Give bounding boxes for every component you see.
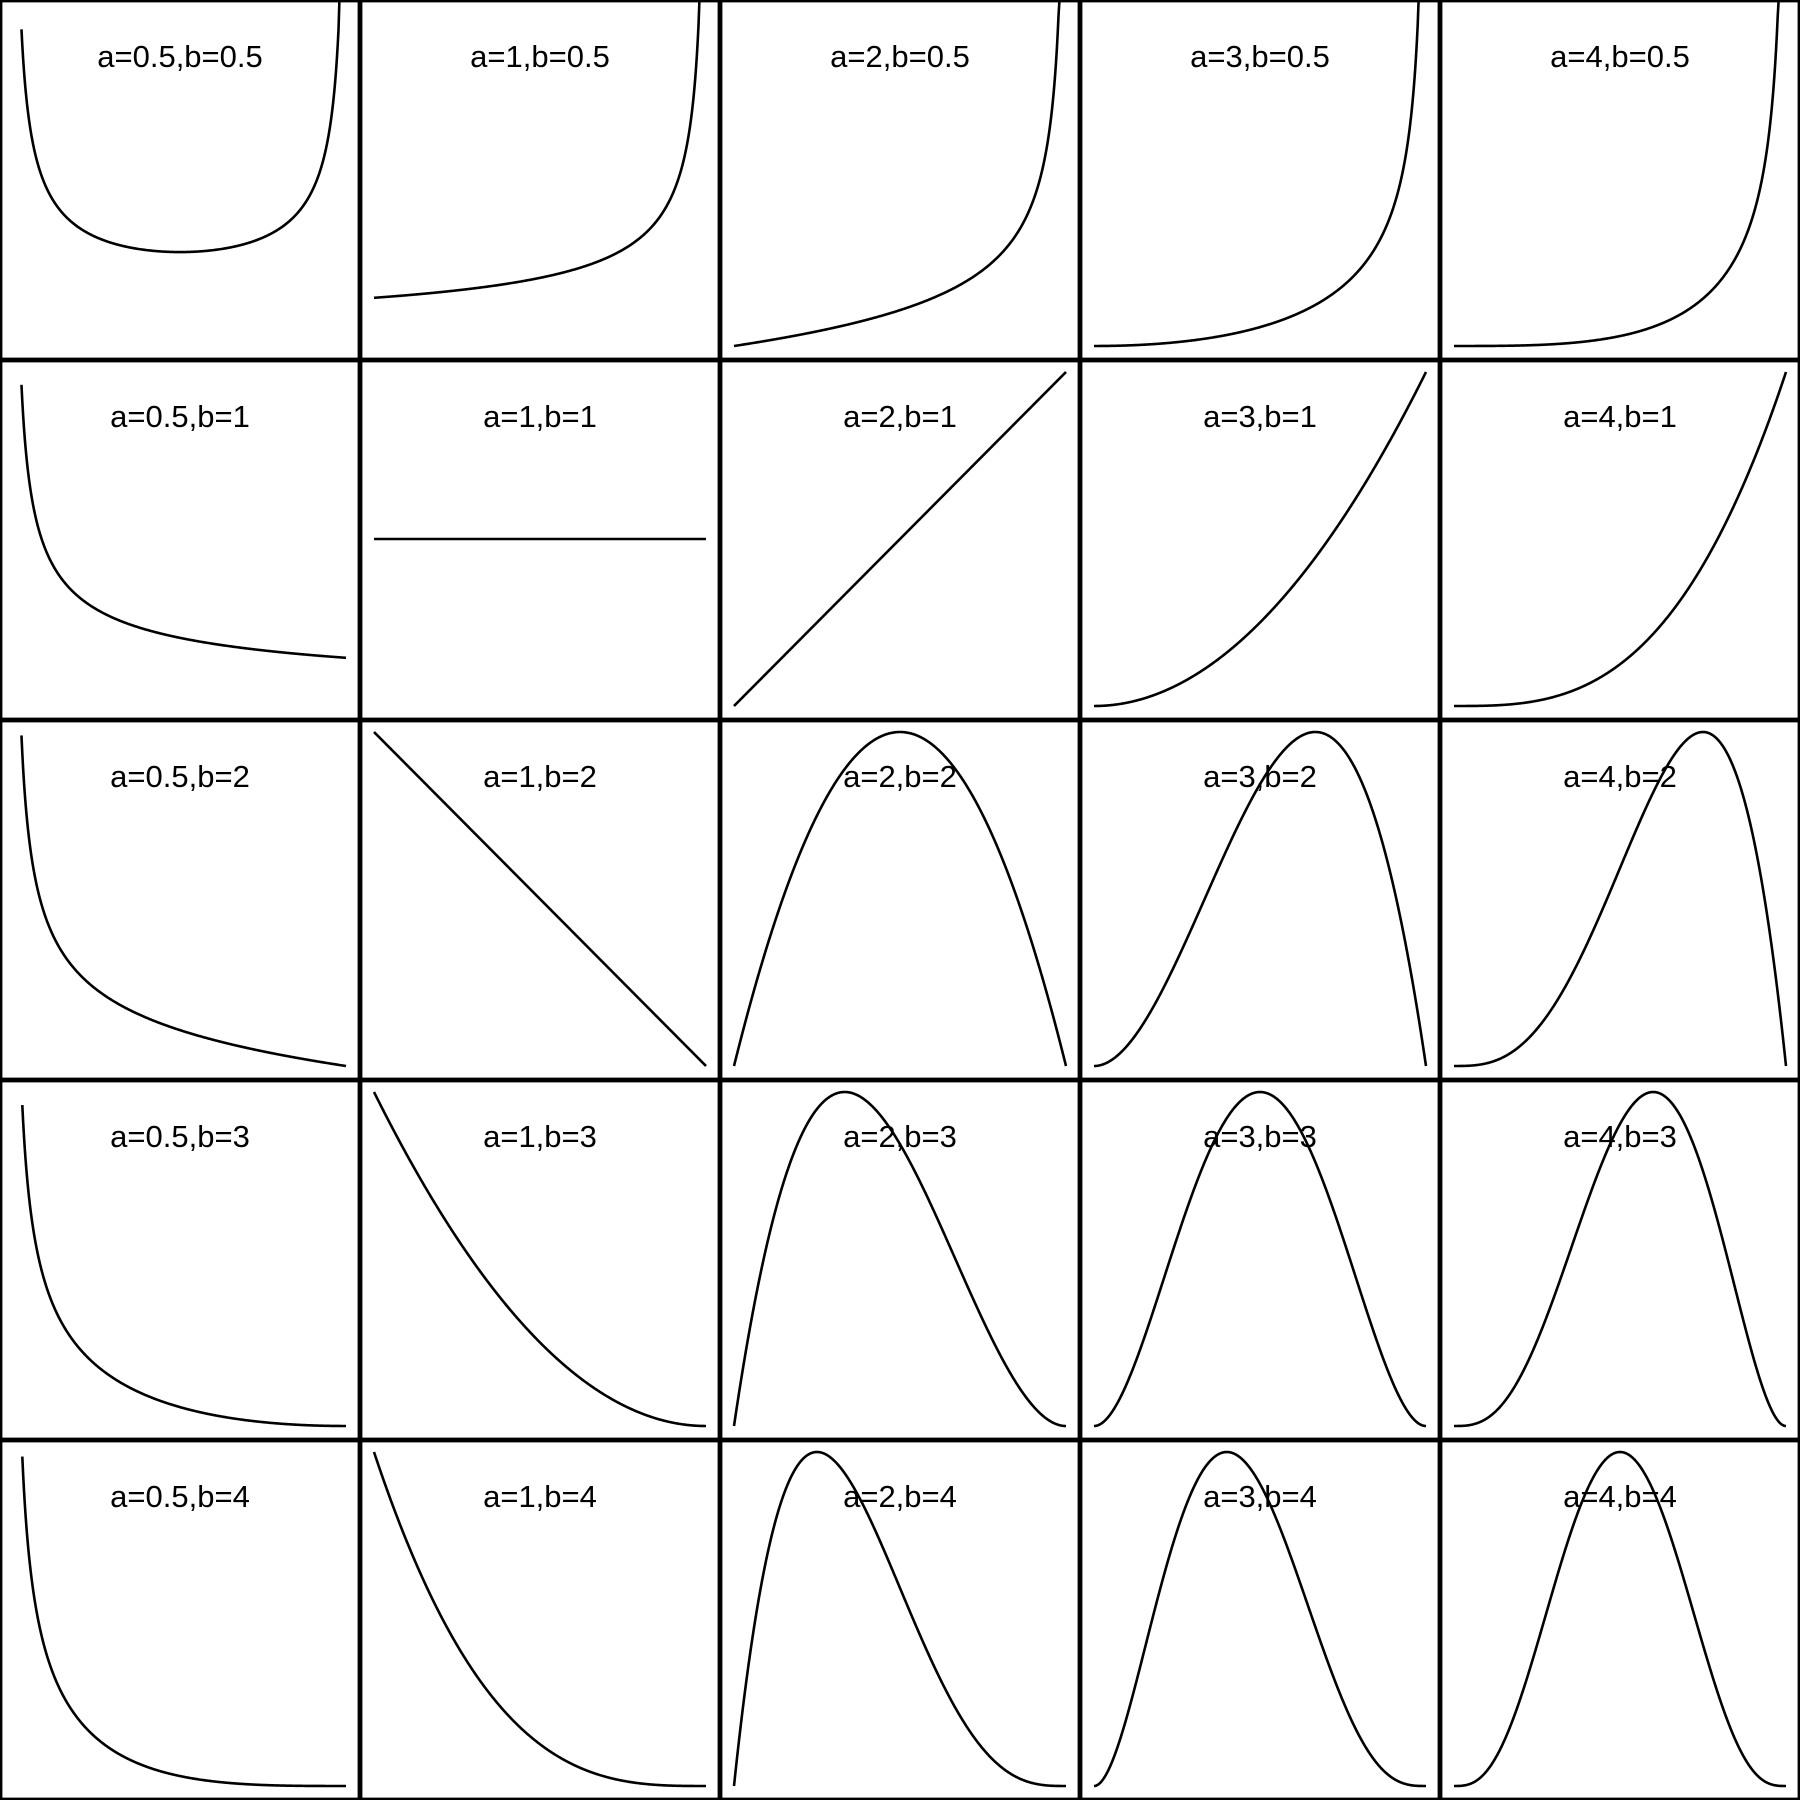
beta-density-curve: [732, 730, 1068, 1067]
panel-title: a=0.5,b=0.5: [97, 39, 263, 74]
beta-panel: a=3,b=4: [1079, 1439, 1440, 1800]
panel-title: a=4,b=1: [1563, 399, 1677, 434]
beta-panel: a=0.5,b=0.5: [0, 0, 361, 361]
beta-panel: a=2,b=0.5: [720, 0, 1081, 361]
beta-density-curve: [1093, 1, 1420, 348]
panel-border: [0, 1079, 361, 1440]
panel-border: [1439, 0, 1800, 361]
panel-title: a=3,b=0.5: [1190, 39, 1330, 74]
panel-border: [0, 360, 361, 721]
panel-title: a=2,b=2: [843, 759, 957, 794]
beta-panel: a=0.5,b=2: [0, 720, 361, 1081]
beta-panel: a=2,b=3: [720, 1079, 1081, 1440]
beta-density-curve: [20, 735, 347, 1068]
beta-density-curve: [1093, 730, 1428, 1068]
panel-title: a=1,b=0.5: [470, 39, 610, 74]
beta-density-curve: [20, 1, 341, 254]
beta-panel: a=3,b=3: [1079, 1079, 1440, 1440]
beta-panel: a=3,b=1: [1079, 360, 1440, 721]
beta-density-curve: [732, 1090, 1067, 1428]
beta-panel: a=4,b=1: [1439, 360, 1800, 721]
panel-title: a=1,b=4: [483, 1479, 597, 1514]
beta-panel: a=3,b=0.5: [1079, 0, 1440, 361]
panel-border: [360, 1079, 721, 1440]
panel-title: a=0.5,b=4: [110, 1479, 250, 1514]
panel-border: [360, 720, 721, 1081]
panel-border: [1439, 1439, 1800, 1800]
panel-title: a=1,b=3: [483, 1119, 597, 1154]
beta-density-curve: [1093, 1450, 1427, 1788]
panel-border: [1079, 360, 1440, 721]
panel-border: [1079, 1079, 1440, 1440]
panel-border: [720, 0, 1081, 361]
panel-title: a=0.5,b=2: [110, 759, 250, 794]
beta-density-curve: [373, 731, 707, 1067]
panel-border: [1079, 0, 1440, 361]
beta-density-curve: [21, 1456, 347, 1788]
panel-border: [1439, 1079, 1800, 1440]
panel-border: [360, 360, 721, 721]
panel-title: a=3,b=2: [1203, 759, 1317, 794]
beta-panel: a=0.5,b=4: [0, 1439, 361, 1800]
panel-title: a=2,b=1: [843, 399, 957, 434]
beta-panel: a=1,b=4: [360, 1439, 721, 1800]
beta-panel: a=1,b=0.5: [360, 0, 721, 361]
beta-panel: a=0.5,b=3: [0, 1079, 361, 1440]
panel-title: a=3,b=1: [1203, 399, 1317, 434]
panel-title: a=0.5,b=3: [110, 1119, 250, 1154]
panel-border: [1079, 1439, 1440, 1800]
panel-title: a=2,b=4: [843, 1479, 957, 1514]
panel-title: a=2,b=3: [843, 1119, 957, 1154]
beta-density-curve: [1453, 371, 1788, 708]
beta-panel: a=1,b=3: [360, 1079, 721, 1440]
beta-panel: a=2,b=4: [720, 1439, 1081, 1800]
panel-border: [1439, 720, 1800, 1081]
panel-title: a=3,b=3: [1203, 1119, 1317, 1154]
beta-density-curve: [372, 1451, 707, 1788]
panel-border: [360, 0, 721, 361]
beta-panel: a=1,b=2: [360, 720, 721, 1081]
beta-density-curve: [21, 1104, 347, 1428]
beta-density-curve: [1453, 1, 1780, 348]
beta-density-curve: [1453, 1090, 1787, 1428]
panel-title: a=0.5,b=1: [110, 399, 250, 434]
beta-panel: a=2,b=2: [720, 720, 1081, 1081]
panel-title: a=4,b=2: [1563, 759, 1677, 794]
beta-density-curve: [733, 371, 1067, 707]
panel-border: [0, 0, 361, 361]
beta-density-curve: [1453, 730, 1788, 1068]
beta-density-curve: [373, 1, 701, 300]
panel-border: [0, 1439, 361, 1800]
panel-border: [360, 1439, 721, 1800]
panel-border: [720, 360, 1081, 721]
beta-density-curve: [1093, 371, 1428, 708]
panel-border: [720, 1439, 1081, 1800]
beta-panel: a=4,b=0.5: [1439, 0, 1800, 361]
beta-density-curve: [1093, 1090, 1427, 1428]
beta-panel: a=0.5,b=1: [0, 360, 361, 721]
beta-panel: a=1,b=1: [360, 360, 721, 721]
beta-panel: a=4,b=3: [1439, 1079, 1800, 1440]
beta-density-curve: [732, 1450, 1067, 1788]
panel-title: a=2,b=0.5: [830, 39, 970, 74]
beta-panel: a=2,b=1: [720, 360, 1081, 721]
beta-density-curve: [372, 1091, 707, 1428]
panel-border: [1079, 720, 1440, 1081]
beta-density-curve: [733, 1, 1061, 348]
panel-title: a=4,b=4: [1563, 1479, 1677, 1514]
beta-panel: a=4,b=2: [1439, 720, 1800, 1081]
panel-title: a=1,b=2: [483, 759, 597, 794]
panel-title: a=4,b=0.5: [1550, 39, 1690, 74]
beta-density-curve: [1453, 1450, 1787, 1788]
panel-border: [0, 720, 361, 1081]
panel-border: [1439, 360, 1800, 721]
panel-border: [720, 1079, 1081, 1440]
panel-border: [720, 720, 1081, 1081]
panel-title: a=1,b=1: [483, 399, 597, 434]
beta-panel: a=4,b=4: [1439, 1439, 1800, 1800]
beta-density-curve: [20, 384, 347, 660]
beta-panel: a=3,b=2: [1079, 720, 1440, 1081]
